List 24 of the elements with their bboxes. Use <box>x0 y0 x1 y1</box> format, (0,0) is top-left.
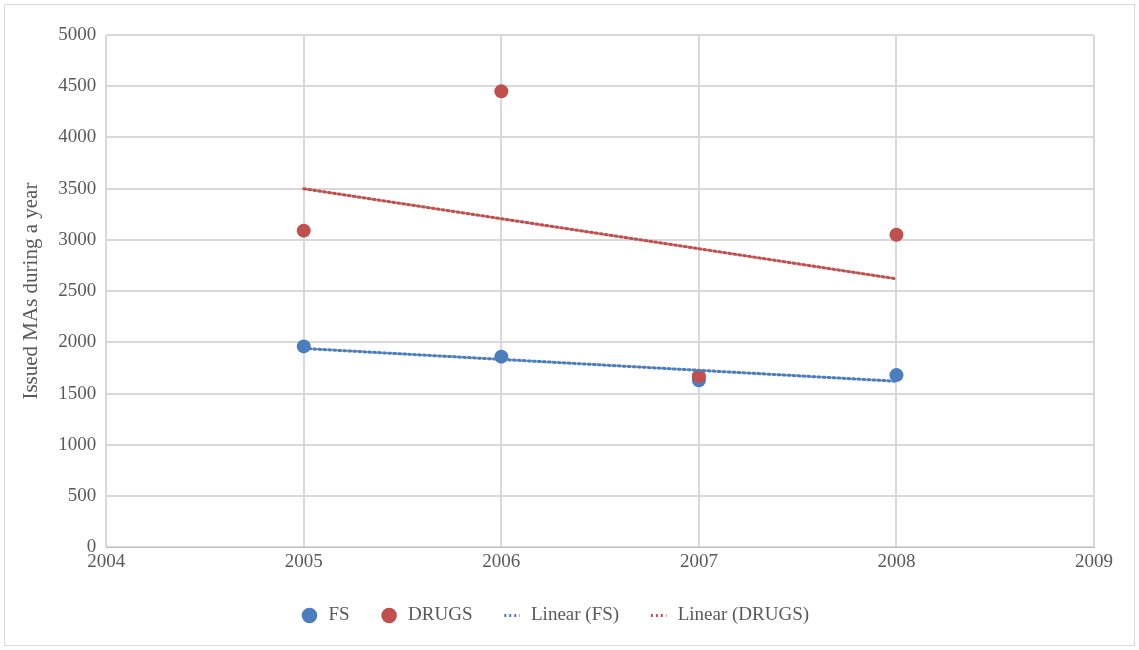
legend-label: DRUGS <box>408 603 473 625</box>
legend-label: FS <box>328 603 350 625</box>
point <box>494 84 509 99</box>
point <box>296 223 311 238</box>
x-tick-label: 2006 <box>482 549 521 571</box>
y-tick-label: 4500 <box>58 74 97 96</box>
x-tick-label: 2008 <box>877 549 916 571</box>
x-tick-label: 2009 <box>1075 549 1113 571</box>
y-tick-label: 3500 <box>58 176 97 198</box>
point <box>889 227 904 242</box>
point <box>889 368 904 383</box>
x-tick-label: 2007 <box>679 549 718 571</box>
legend-label: Linear (DRUGS) <box>677 603 810 626</box>
x-tick-label: 2005 <box>284 549 323 571</box>
y-tick-label: 500 <box>67 483 97 505</box>
y-tick-label: 2500 <box>58 279 97 301</box>
legend-label: Linear (FS) <box>531 603 620 626</box>
y-tick-label: 2000 <box>58 330 97 352</box>
y-tick-label: 3000 <box>58 227 97 249</box>
y-tick-label: 1000 <box>58 432 97 454</box>
y-tick-label: 1500 <box>58 381 97 403</box>
y-axis-title: Issued MAs during a year <box>18 182 43 400</box>
y-tick-label: 5000 <box>58 22 97 44</box>
y-tick-label: 4000 <box>58 125 97 147</box>
